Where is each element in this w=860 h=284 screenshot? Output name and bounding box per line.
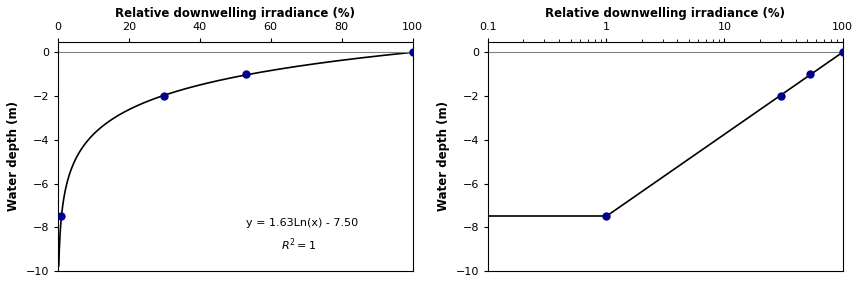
Text: y = 1.63Ln(x) - 7.50: y = 1.63Ln(x) - 7.50 <box>246 218 358 228</box>
Y-axis label: Water depth (m): Water depth (m) <box>437 101 450 211</box>
X-axis label: Relative downwelling irradiance (%): Relative downwelling irradiance (%) <box>115 7 355 20</box>
X-axis label: Relative downwelling irradiance (%): Relative downwelling irradiance (%) <box>545 7 785 20</box>
Y-axis label: Water depth (m): Water depth (m) <box>7 101 20 211</box>
Text: $R^2 = 1$: $R^2 = 1$ <box>281 237 316 253</box>
